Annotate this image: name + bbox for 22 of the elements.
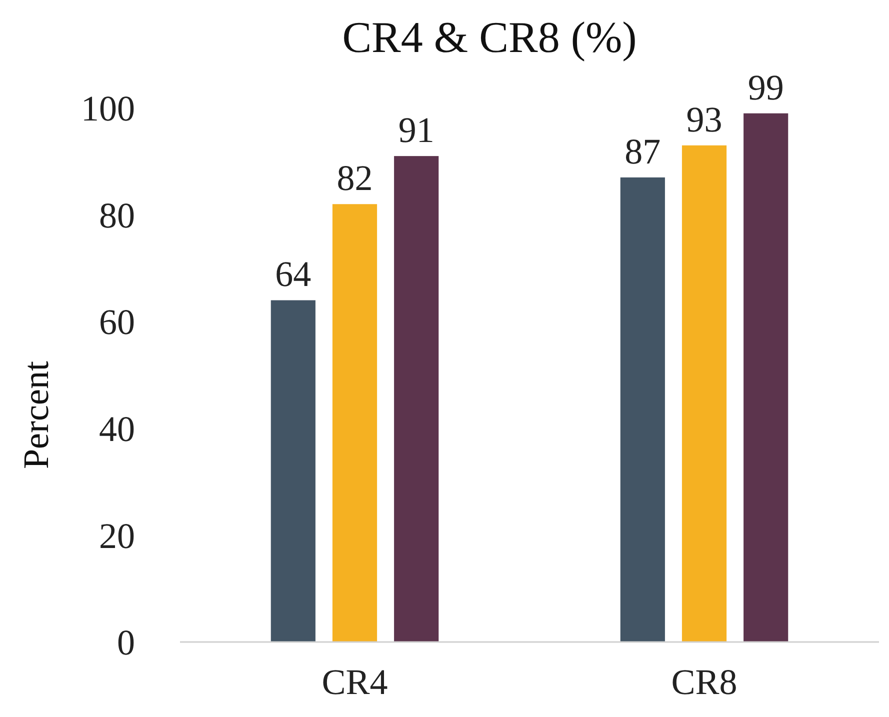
- x-tick-label: CR4: [322, 662, 388, 702]
- bar: [394, 156, 439, 642]
- bar: [332, 204, 378, 642]
- bar: [682, 145, 727, 642]
- data-label: 87: [624, 131, 661, 172]
- y-axis-title: Percent: [16, 361, 56, 469]
- bar: [620, 177, 665, 642]
- chart-title: CR4 & CR8 (%): [342, 13, 637, 62]
- y-tick-label: 20: [99, 516, 135, 556]
- x-tick-label: CR8: [671, 662, 738, 702]
- y-tick-label: 60: [99, 302, 135, 342]
- data-label: 93: [686, 99, 722, 140]
- y-tick-label: 80: [99, 195, 135, 236]
- y-tick-label: 0: [117, 622, 135, 663]
- y-tick-label: 40: [99, 409, 135, 449]
- data-label: 99: [748, 67, 784, 108]
- y-tick-label: 100: [81, 88, 135, 129]
- bar: [744, 113, 788, 642]
- data-label: 91: [398, 110, 434, 150]
- data-label: 82: [336, 158, 373, 198]
- bar: [270, 300, 316, 642]
- data-label: 64: [275, 254, 312, 294]
